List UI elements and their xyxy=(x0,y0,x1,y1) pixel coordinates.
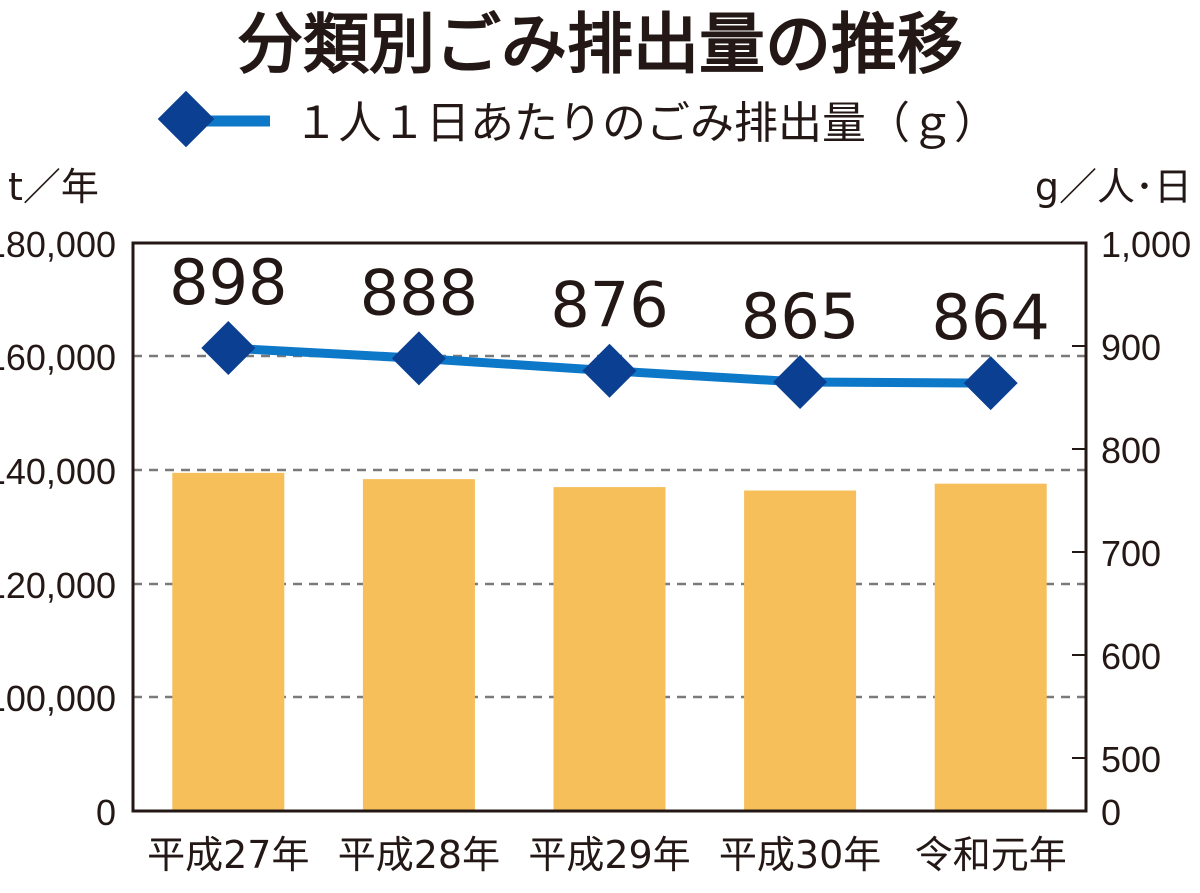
bar xyxy=(934,483,1047,811)
y-left-unit: t／年 xyxy=(8,165,99,209)
x-tick-label: 令和元年 xyxy=(915,833,1067,877)
line-marker xyxy=(582,343,637,398)
y-left-tick-label: 180,000 xyxy=(0,224,116,265)
y-left-tick-label: 140,000 xyxy=(0,451,116,492)
data-label: 898 xyxy=(169,246,287,319)
data-label: 888 xyxy=(360,256,478,329)
x-axis: 平成27年 平成28年 平成29年 平成30年 令和元年 xyxy=(147,833,1067,877)
y-right-axis: 1,000 900 800 700 600 500 0 xyxy=(1072,224,1191,833)
x-tick-label: 平成30年 xyxy=(719,833,881,877)
data-label: 865 xyxy=(741,280,859,353)
x-tick-label: 平成27年 xyxy=(147,833,309,877)
plot-frame xyxy=(131,241,1088,813)
y-left-tick-label: 120,000 xyxy=(0,565,116,606)
line-markers xyxy=(201,321,1018,411)
y-left-tick-label: 100,000 xyxy=(0,678,116,719)
y-right-tick-label: 600 xyxy=(1101,636,1161,677)
line-marker xyxy=(773,355,828,410)
bars xyxy=(172,472,1047,811)
line-marker xyxy=(201,321,256,376)
y-left-axis: 180,000 160,000 140,000 120,000 100,000 0 xyxy=(0,224,116,833)
data-label: 864 xyxy=(932,281,1050,354)
line-marker xyxy=(963,356,1018,411)
y-right-tick-label: 800 xyxy=(1101,430,1161,471)
chart-title: 分類別ごみ排出量の推移 xyxy=(237,6,963,83)
data-label: 876 xyxy=(550,269,668,342)
line-marker xyxy=(391,331,446,386)
x-tick-label: 平成28年 xyxy=(338,833,500,877)
x-tick-label: 平成29年 xyxy=(528,833,690,877)
legend-marker-swatch xyxy=(157,90,215,148)
y-right-unit: g／人･日 xyxy=(1035,165,1192,209)
legend-label: １人１日あたりのごみ排出量（ｇ） xyxy=(294,98,998,149)
legend: １人１日あたりのごみ排出量（ｇ） xyxy=(157,90,998,149)
y-right-tick-label: 500 xyxy=(1101,739,1161,780)
y-right-tick-label: 700 xyxy=(1101,533,1161,574)
bar xyxy=(553,487,666,811)
bar xyxy=(362,479,475,811)
bar xyxy=(744,490,857,811)
y-right-tick-label: 900 xyxy=(1101,327,1161,368)
data-labels: 898 888 876 865 864 xyxy=(169,246,1050,354)
y-right-tick-label: 0 xyxy=(1101,792,1121,833)
bar xyxy=(172,472,285,811)
y-left-tick-label: 0 xyxy=(96,792,116,833)
y-right-tick-label: 1,000 xyxy=(1101,224,1191,265)
y-left-tick-label: 160,000 xyxy=(0,337,116,378)
